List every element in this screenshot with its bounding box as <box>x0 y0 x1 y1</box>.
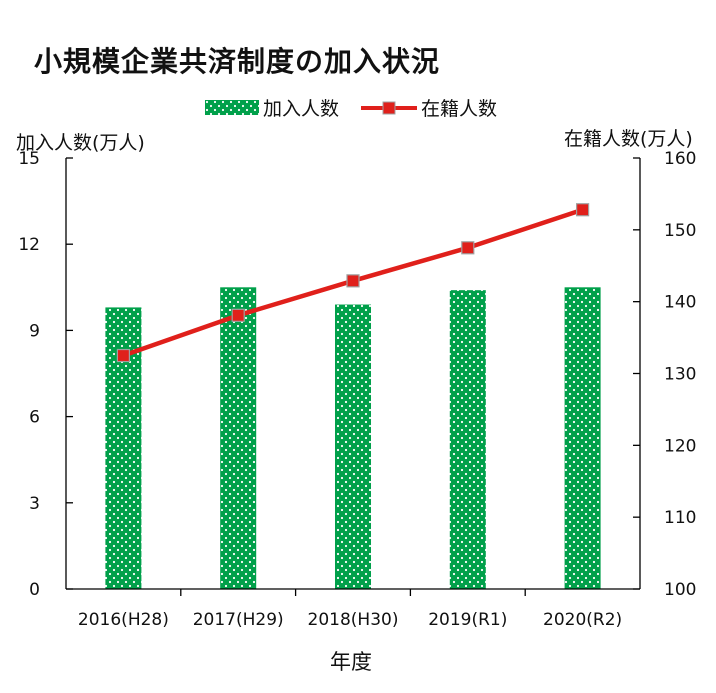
bar-3 <box>449 290 486 589</box>
y-right-tick-label-1: 110 <box>664 508 696 528</box>
y-left-tick-label-4: 12 <box>18 235 40 255</box>
x-axis-label: 年度 <box>330 650 372 674</box>
line-marker-2 <box>346 274 360 288</box>
legend-label-bar: 加入人数 <box>263 98 340 120</box>
y-right-tick-label-0: 100 <box>664 580 696 600</box>
y-right-tick-label-5: 150 <box>664 221 696 241</box>
legend-swatch-line <box>361 101 418 114</box>
x-tick-label-4: 2020(R2) <box>543 610 622 630</box>
y-left-tick-label-1: 3 <box>29 494 40 514</box>
bar-4 <box>564 287 601 589</box>
line-marker-3 <box>461 241 475 255</box>
line-marker-0 <box>116 348 131 363</box>
legend-item-bar: 加入人数 <box>205 94 339 121</box>
y-right-tick-label-3: 130 <box>664 365 696 385</box>
x-tick-label-2: 2018(H30) <box>308 610 399 630</box>
x-tick-label-3: 2019(R1) <box>428 610 507 630</box>
line-marker-1 <box>231 308 245 322</box>
y-right-tick-label-4: 140 <box>664 293 696 313</box>
y-axis-left-label: 加入人数(万人) <box>16 132 145 154</box>
y-left-tick-label-0: 0 <box>29 580 40 600</box>
y-right-tick-label-6: 160 <box>664 149 696 169</box>
x-tick-label-1: 2017(H29) <box>193 610 284 630</box>
x-tick-label-0: 2016(H28) <box>78 610 169 630</box>
y-right-tick-label-2: 120 <box>664 436 696 456</box>
legend-label-line: 在籍人数 <box>421 98 498 120</box>
chart-legend: 加入人数 在籍人数 <box>205 94 519 121</box>
chart-title: 小規模企業共済制度の加入状況 <box>34 45 441 78</box>
y-axis-right-label: 在籍人数(万人) <box>564 128 693 150</box>
line-marker-4 <box>575 203 590 217</box>
y-left-tick-label-2: 6 <box>29 408 40 428</box>
bar-1 <box>220 287 257 589</box>
legend-item-line: 在籍人数 <box>361 94 497 121</box>
bar-2 <box>335 304 371 589</box>
y-left-tick-label-5: 15 <box>18 149 40 169</box>
legend-swatch-bar <box>205 100 259 115</box>
y-left-tick-label-3: 9 <box>29 321 40 341</box>
